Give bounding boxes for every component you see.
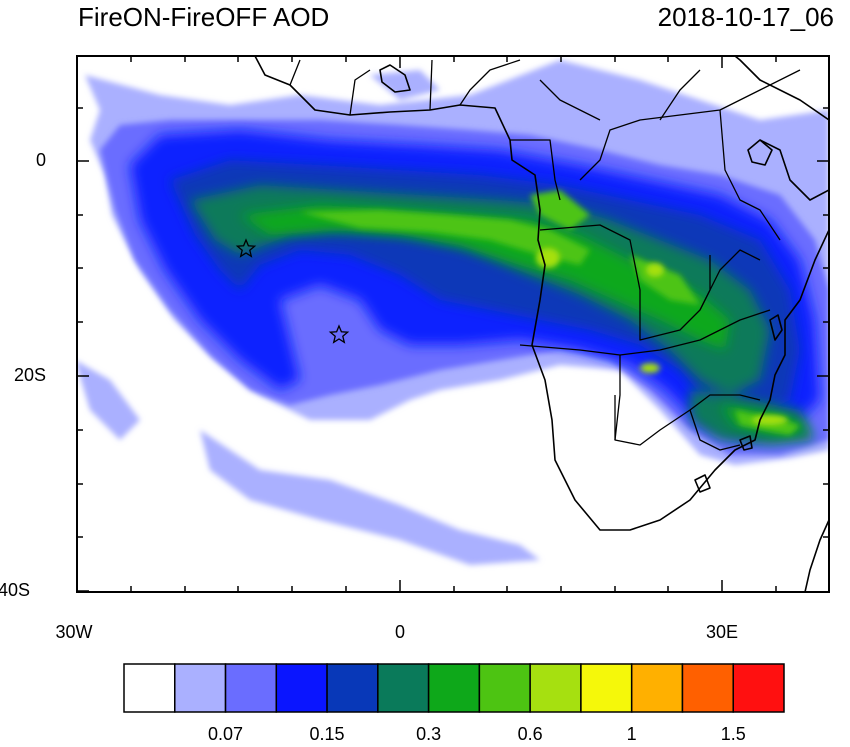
colorbar-swatch [174,663,227,713]
lon-label-0: 0 [394,622,406,642]
colorbar-swatch [326,663,379,713]
map-timestamp: 2018-10-17_06 [657,2,834,32]
map-title: FireON-FireOFF AOD [78,2,330,32]
lon-label-30w: 30W [55,622,93,642]
colorbar-label: 0.3 [416,724,442,744]
colorbar-swatch [681,663,734,713]
colorbar-label: 1 [626,724,637,744]
colorbar-swatch [630,663,684,713]
star-marker-2 [328,324,350,344]
colorbar-swatch [427,663,481,713]
colorbar-label: 0.15 [309,724,345,744]
lat-label-0: 0 [35,150,46,170]
coastlines [254,56,829,592]
station-markers [235,238,350,344]
aod-field [77,56,829,592]
star-marker-1 [235,238,257,258]
colorbar-swatch [224,663,278,713]
colorbar-swatch [275,663,328,713]
colorbar-swatch [529,663,582,713]
colorbar-swatch [732,663,785,713]
lat-label-20s: 20S [13,365,46,385]
colorbar-swatch [123,663,176,713]
colorbar-swatch [580,663,633,713]
colorbar [123,663,785,713]
lon-label-30e: 30E [705,622,739,642]
country-borders [289,59,801,451]
colorbar-label: 0.6 [517,724,543,744]
colorbar-swatch [478,663,531,713]
tick-marks [76,55,829,592]
colorbar-swatch [377,663,430,713]
map-frame [76,55,830,593]
lat-label-40s: 40S [0,580,31,600]
colorbar-label: 0.07 [208,724,244,744]
colorbar-label: 1.5 [720,724,746,744]
